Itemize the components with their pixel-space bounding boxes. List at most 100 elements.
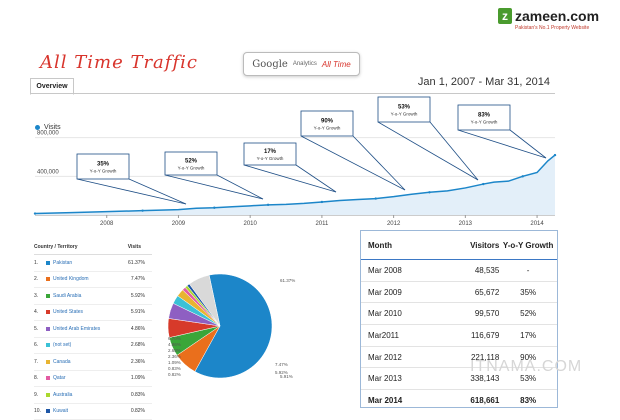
x-tick-label: 2013: [459, 221, 473, 227]
country-visits: 0.83%: [113, 392, 145, 398]
row-number: 1.: [34, 260, 46, 266]
row-number: 3.: [34, 293, 46, 299]
pie-value-label: 2.36%: [168, 354, 181, 359]
annotation-pointer: [430, 122, 478, 180]
annotation-pointer: [301, 136, 405, 190]
country-name[interactable]: Saudi Arabia: [53, 293, 113, 299]
data-point: [428, 191, 430, 193]
month-cell: Mar 2013: [361, 374, 438, 383]
pie-value-label: 1.09%: [168, 360, 181, 365]
country-name[interactable]: Canada: [53, 359, 113, 365]
color-swatch-icon: [46, 277, 50, 281]
growth-table-header: Month Visitors Y-o-Y Growth: [361, 231, 557, 260]
color-swatch-icon: [46, 376, 50, 380]
annotation-label: Y-o-Y Growth: [391, 112, 418, 117]
row-number: 6.: [34, 342, 46, 348]
row-number: 5.: [34, 326, 46, 332]
month-cell: Mar 2012: [361, 353, 438, 362]
country-name[interactable]: Australia: [53, 392, 113, 398]
pie-value-label: 61.37%: [280, 278, 295, 283]
country-visits: 2.36%: [113, 359, 145, 365]
x-tick-label: 2008: [100, 221, 114, 227]
month-cell: Mar2011: [361, 331, 438, 340]
visitors-column-header: Visitors: [438, 241, 500, 250]
growth-cell: -: [499, 266, 557, 275]
visitors-cell: 618,661: [438, 396, 500, 405]
annotation-label: Y-o-Y Growth: [314, 126, 341, 131]
data-point: [522, 175, 524, 177]
color-swatch-icon: [46, 261, 50, 265]
pie-value-label: 7.47%: [275, 362, 288, 367]
data-point: [374, 197, 376, 199]
x-tick-label: 2010: [243, 221, 257, 227]
visits-column-header: Visits: [109, 244, 141, 250]
country-visits: 4.86%: [113, 326, 145, 332]
row-number: 2.: [34, 276, 46, 282]
growth-cell: 52%: [499, 309, 557, 318]
country-visits: 7.47%: [113, 276, 145, 282]
annotation-pointer: [458, 130, 546, 158]
growth-cell: 17%: [499, 331, 557, 340]
country-name[interactable]: United Arab Emirates: [53, 326, 113, 332]
x-tick-label: 2009: [172, 221, 186, 227]
data-point: [141, 209, 143, 211]
country-visits: 2.68%: [113, 342, 145, 348]
x-tick-label: 2014: [530, 221, 544, 227]
country-name[interactable]: Qatar: [53, 375, 113, 381]
row-number: 7.: [34, 359, 46, 365]
country-name[interactable]: United States: [53, 309, 113, 315]
y-tick-label: 800,000: [37, 131, 59, 137]
country-visits: 1.09%: [113, 375, 145, 381]
country-column-header: Country / Territory: [34, 244, 109, 250]
row-number: 8.: [34, 375, 46, 381]
annotation-pointer: [510, 130, 546, 158]
annotation-pct: 52%: [185, 159, 198, 165]
visitors-cell: 99,570: [438, 309, 500, 318]
data-point: [34, 212, 36, 214]
country-visits: 61.37%: [113, 260, 145, 266]
growth-cell: 35%: [499, 288, 557, 297]
annotation-pct: 35%: [97, 162, 110, 168]
country-name[interactable]: United Kingdom: [53, 276, 113, 282]
month-cell: Mar 2009: [361, 288, 438, 297]
data-point: [321, 201, 323, 203]
annotation-pointer: [165, 175, 263, 199]
row-number: 4.: [34, 309, 46, 315]
annotation-label: Y-o-Y Growth: [90, 169, 117, 174]
color-swatch-icon: [46, 310, 50, 314]
country-row: 6. (not set)2.68%: [34, 338, 152, 355]
country-name[interactable]: (not set): [53, 342, 113, 348]
annotation-pointer: [129, 179, 186, 204]
annotation-pct: 17%: [264, 149, 277, 155]
country-visits: 5.91%: [113, 309, 145, 315]
pie-value-label: 0.83%: [168, 366, 181, 371]
month-column-header: Month: [361, 241, 438, 250]
annotation-label: Y-o-Y Growth: [471, 120, 498, 125]
annotation-pct: 90%: [321, 119, 334, 125]
country-name[interactable]: Pakistan: [53, 260, 113, 266]
x-tick-label: 2011: [315, 221, 329, 227]
data-point: [554, 154, 556, 156]
color-swatch-icon: [46, 343, 50, 347]
country-name[interactable]: Kuwait: [53, 408, 113, 414]
annotation-pointer: [353, 136, 405, 190]
month-cell: Mar 2010: [361, 309, 438, 318]
color-swatch-icon: [46, 327, 50, 331]
annotation-pointer: [77, 179, 186, 204]
x-tick-label: 2012: [387, 221, 401, 227]
pie-value-label: 0.82%: [168, 372, 181, 377]
country-pie-chart: 61.37%7.47%5.92%6.70%0.82%0.83%1.09%2.36…: [150, 258, 310, 398]
data-point: [267, 204, 269, 206]
